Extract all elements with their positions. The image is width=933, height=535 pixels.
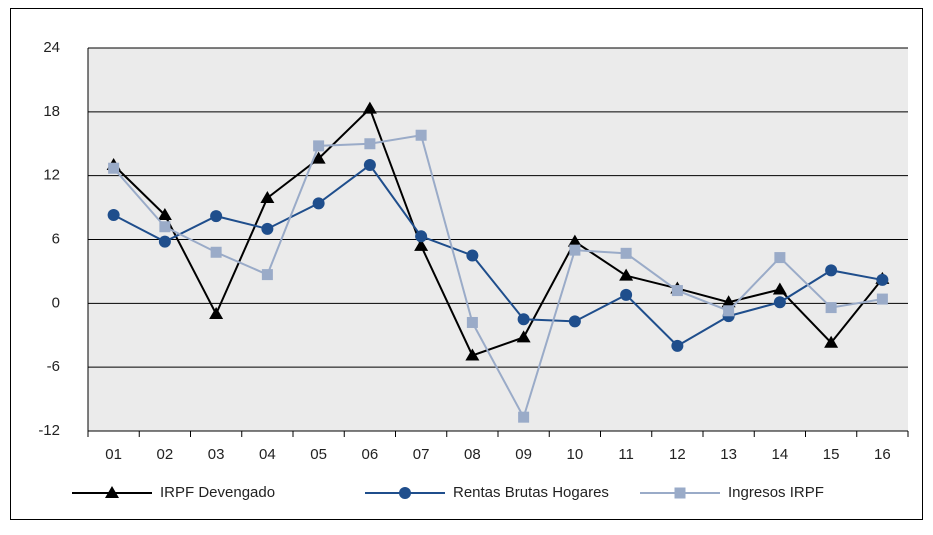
x-tick-label: 13 xyxy=(720,446,737,463)
marker xyxy=(107,209,120,222)
legend-label: Rentas Brutas Hogares xyxy=(453,484,609,501)
x-tick-label: 02 xyxy=(157,446,174,463)
series-line xyxy=(113,163,883,348)
marker xyxy=(620,247,632,259)
marker xyxy=(774,252,786,264)
marker xyxy=(517,313,530,326)
marker xyxy=(210,246,222,258)
y-tick-label: 18 xyxy=(43,103,60,120)
marker xyxy=(824,335,839,348)
marker xyxy=(773,296,786,309)
marker xyxy=(261,269,273,281)
x-tick-label: 01 xyxy=(105,446,122,463)
marker xyxy=(516,330,531,343)
x-tick-label: 09 xyxy=(515,446,532,463)
x-tick-label: 04 xyxy=(259,446,276,463)
x-tick-label: 05 xyxy=(310,446,327,463)
marker xyxy=(619,268,634,281)
x-tick-label: 16 xyxy=(874,446,891,463)
legend-marker xyxy=(674,487,686,499)
x-tick-label: 15 xyxy=(823,446,840,463)
legend-label: Ingresos IRPF xyxy=(728,484,824,501)
marker xyxy=(568,315,581,328)
y-tick-label: -12 xyxy=(38,422,60,439)
x-tick-label: 10 xyxy=(567,446,584,463)
marker xyxy=(210,210,223,223)
marker xyxy=(313,140,325,152)
marker xyxy=(721,295,736,308)
marker xyxy=(465,348,480,361)
marker xyxy=(312,197,325,210)
y-tick-label: 6 xyxy=(52,230,60,247)
marker xyxy=(415,230,428,243)
marker xyxy=(772,282,787,295)
x-tick-label: 11 xyxy=(618,446,634,463)
marker xyxy=(261,222,274,235)
marker xyxy=(518,411,530,423)
series-line xyxy=(112,106,884,357)
marker xyxy=(362,101,377,114)
marker xyxy=(723,305,735,317)
marker xyxy=(876,293,888,305)
marker xyxy=(159,221,171,233)
marker xyxy=(311,151,326,164)
marker xyxy=(108,162,120,174)
x-tick-label: 12 xyxy=(669,446,686,463)
marker xyxy=(260,191,275,204)
x-tick-label: 08 xyxy=(464,446,481,463)
marker xyxy=(825,302,837,314)
marker xyxy=(415,129,427,141)
y-tick-label: 12 xyxy=(43,167,60,184)
y-tick-label: -6 xyxy=(47,358,60,375)
marker xyxy=(466,249,479,262)
legend-marker xyxy=(399,487,411,499)
marker xyxy=(825,264,838,277)
x-tick-label: 07 xyxy=(413,446,430,463)
x-tick-label: 03 xyxy=(208,446,225,463)
marker xyxy=(620,288,633,301)
x-tick-label: 14 xyxy=(772,446,789,463)
marker xyxy=(671,285,683,297)
y-tick-label: 0 xyxy=(52,294,60,311)
legend-marker xyxy=(105,486,119,498)
marker xyxy=(569,244,581,256)
marker xyxy=(414,238,429,251)
marker xyxy=(363,159,376,172)
series-line xyxy=(112,134,883,420)
marker xyxy=(209,306,224,319)
marker xyxy=(567,234,582,247)
marker xyxy=(876,273,889,286)
marker xyxy=(466,316,478,328)
marker xyxy=(158,235,171,248)
marker xyxy=(157,208,172,221)
x-tick-label: 06 xyxy=(362,446,379,463)
y-tick-label: 24 xyxy=(43,39,60,56)
marker xyxy=(671,339,684,352)
marker xyxy=(364,138,376,150)
legend-label: IRPF Devengado xyxy=(160,484,275,501)
